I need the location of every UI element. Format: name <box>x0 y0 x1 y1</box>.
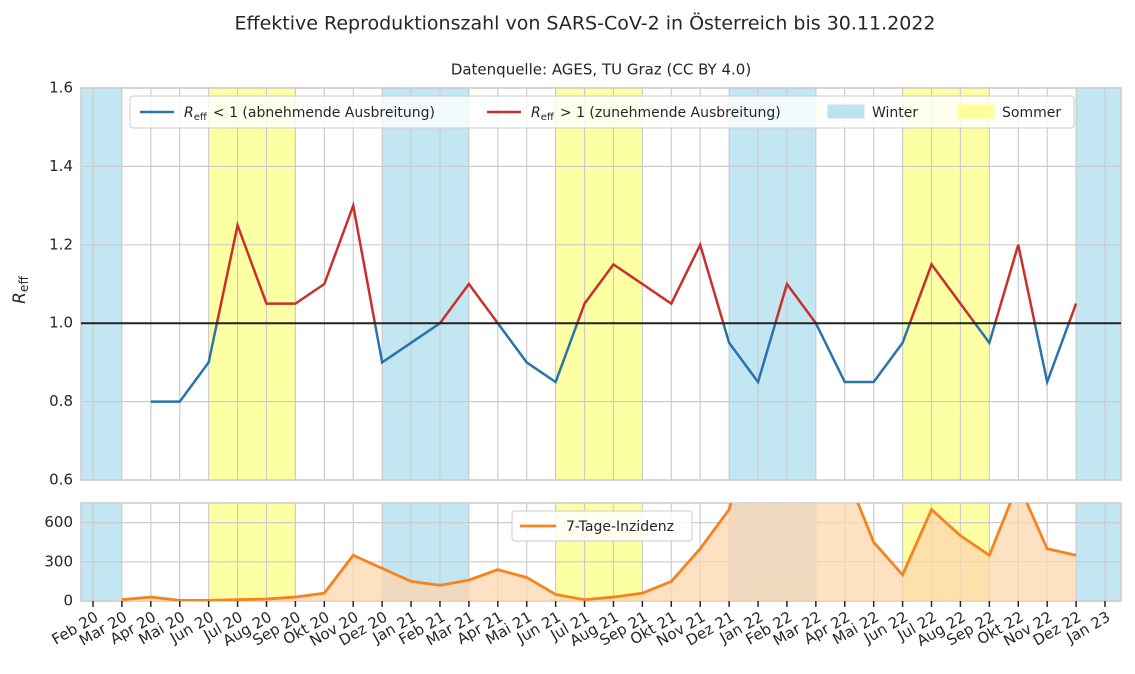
legend-swatch <box>827 104 865 119</box>
legend-label: Reff < 1 (abnehmende Ausbreitung) <box>184 105 435 123</box>
y-axis-label: Reff <box>10 276 31 304</box>
chart-subtitle: Datenquelle: AGES, TU Graz (CC BY 4.0) <box>451 61 751 79</box>
y-tick-label: 1.0 <box>49 314 73 332</box>
subscript: eff <box>17 276 31 293</box>
legend-swatch <box>957 104 995 119</box>
legend-label: 7-Tage-Inzidenz <box>566 519 674 535</box>
season-band <box>208 503 296 601</box>
legend-box <box>511 510 693 542</box>
y-tick-label: 0.6 <box>49 471 73 489</box>
season-band <box>81 503 122 601</box>
y-tick-label: 1.2 <box>49 235 73 253</box>
legend-label: Winter <box>872 105 918 121</box>
symbol: R <box>184 105 194 121</box>
label-text: Sommer <box>1002 105 1061 121</box>
subscript: eff <box>541 112 555 123</box>
r-line-above <box>215 200 1078 324</box>
plot-frame <box>80 87 1122 481</box>
symbol: R <box>531 105 541 121</box>
y-tick-label: 600 <box>44 513 73 531</box>
season-band <box>208 88 296 480</box>
season-band <box>81 88 122 480</box>
label-text: Winter <box>872 105 918 121</box>
y-tick-label: 300 <box>44 552 73 570</box>
season-band <box>382 88 469 480</box>
legend-box <box>129 95 1075 129</box>
label-text: < 1 (abnehmende Ausbreitung) <box>213 105 435 121</box>
chart-title: Effektive Reproduktionszahl von SARS-CoV… <box>234 12 935 35</box>
season-band <box>1076 88 1121 480</box>
incidence-area <box>121 503 1077 601</box>
y-tick-label: 0.8 <box>49 392 73 410</box>
symbol: R <box>10 292 30 304</box>
y-tick-label: 0 <box>63 592 73 610</box>
legend-label: Reff > 1 (zunehmende Ausbreitung) <box>531 105 781 123</box>
legend-label: Sommer <box>1002 105 1061 121</box>
label-text: > 1 (zunehmende Ausbreitung) <box>560 105 781 121</box>
incidence-line <box>121 503 1077 601</box>
y-tick-label: 1.6 <box>49 79 73 97</box>
season-band <box>729 88 816 480</box>
y-tick-label: 1.4 <box>49 157 73 175</box>
season-band <box>1076 503 1121 601</box>
subscript: eff <box>194 112 208 123</box>
